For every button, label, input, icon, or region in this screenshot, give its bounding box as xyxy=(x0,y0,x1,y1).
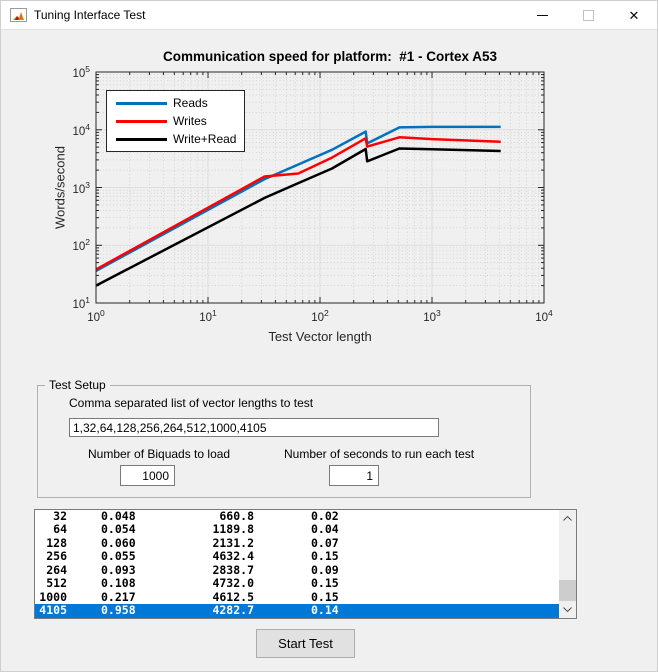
result-cell: 64 xyxy=(53,522,67,537)
result-row[interactable]: 4105 0.958 4282.7 0.14 xyxy=(35,603,559,618)
result-cell: 0.217 xyxy=(101,589,136,604)
results-rows: 32 0.048 660.8 0.02 64 0.054 1189.8 0.04… xyxy=(35,510,559,618)
result-cell: 0.04 xyxy=(311,522,339,537)
result-cell: 660.8 xyxy=(219,510,254,523)
result-cell: 0.055 xyxy=(101,549,136,564)
result-cell: 0.14 xyxy=(311,603,339,618)
maximize-icon xyxy=(582,9,594,21)
legend-line-sample xyxy=(116,137,167,141)
legend-label: Write+Read xyxy=(173,132,237,146)
legend-label: Writes xyxy=(173,114,207,128)
result-cell: 4105 xyxy=(39,603,67,618)
plot-area xyxy=(95,71,545,304)
result-row[interactable]: 264 0.093 2838.7 0.09 xyxy=(35,562,559,577)
y-tick-label: 103 xyxy=(72,179,90,196)
scroll-down-button[interactable] xyxy=(559,601,576,618)
window-title: Tuning Interface Test xyxy=(34,8,146,22)
scroll-up-icon xyxy=(563,516,572,521)
vector-list-input[interactable] xyxy=(69,418,439,437)
result-cell: 2838.7 xyxy=(212,562,254,577)
maximize-button[interactable] xyxy=(565,1,611,29)
x-tick-label: 103 xyxy=(423,308,441,324)
scrollbar-thumb[interactable] xyxy=(559,580,576,601)
legend-item: Reads xyxy=(107,94,244,112)
result-cell: 1000 xyxy=(39,589,67,604)
result-row[interactable]: 32 0.048 660.8 0.02 xyxy=(35,510,559,523)
result-row[interactable]: 128 0.060 2131.2 0.07 xyxy=(35,535,559,550)
matlab-logo-icon xyxy=(13,12,24,20)
result-cell: 0.07 xyxy=(311,535,339,550)
y-tick-label: 104 xyxy=(72,121,90,138)
x-tick-label: 100 xyxy=(87,308,105,324)
title-bar: Tuning Interface Test ✕ xyxy=(1,1,657,30)
legend-item: Write+Read xyxy=(107,130,244,148)
y-tick-label: 102 xyxy=(72,237,90,254)
result-cell: 1189.8 xyxy=(212,522,254,537)
result-cell: 0.15 xyxy=(311,589,339,604)
result-cell: 512 xyxy=(46,576,67,591)
x-axis-label: Test Vector length xyxy=(268,329,372,344)
result-cell: 2131.2 xyxy=(212,535,254,550)
result-row[interactable]: 1000 0.217 4612.5 0.15 xyxy=(35,589,559,604)
result-cell: 0.15 xyxy=(311,549,339,564)
y-tick-label: 101 xyxy=(72,295,90,311)
seconds-label: Number of seconds to run each test xyxy=(284,447,475,461)
chart-title: Communication speed for platform: #1 - C… xyxy=(162,49,498,64)
matlab-app-icon xyxy=(10,8,27,22)
legend-line-sample xyxy=(116,119,167,123)
speed-chart: Communication speed for platform: #1 - C… xyxy=(1,29,657,377)
minimize-icon xyxy=(536,14,548,16)
result-cell: 0.958 xyxy=(101,603,136,618)
close-button[interactable]: ✕ xyxy=(611,1,657,29)
result-row[interactable]: 64 0.054 1189.8 0.04 xyxy=(35,523,559,536)
result-cell: 0.048 xyxy=(101,510,136,523)
x-tick-label: 101 xyxy=(199,308,217,324)
result-row[interactable]: 256 0.055 4632.4 0.15 xyxy=(35,550,559,563)
result-cell: 0.060 xyxy=(101,535,136,550)
x-tick-label: 104 xyxy=(535,308,553,324)
legend-label: Reads xyxy=(173,96,208,110)
result-cell: 0.054 xyxy=(101,522,136,537)
biquads-input[interactable] xyxy=(120,465,175,486)
x-tick-label: 102 xyxy=(311,308,329,324)
test-setup-panel: Test Setup Comma separated list of vecto… xyxy=(37,378,531,498)
result-cell: 4282.7 xyxy=(212,603,254,618)
chart-legend: Reads Writes Write+Read xyxy=(106,90,245,152)
result-cell: 0.093 xyxy=(101,562,136,577)
biquads-label: Number of Biquads to load xyxy=(88,447,231,461)
start-test-button[interactable]: Start Test xyxy=(256,629,355,658)
result-cell: 256 xyxy=(46,549,67,564)
y-tick-label: 105 xyxy=(72,64,90,80)
result-cell: 32 xyxy=(53,510,67,523)
vector-list-label: Comma separated list of vector lengths t… xyxy=(69,396,314,410)
y-axis-label: Words/second xyxy=(52,146,68,229)
legend-item: Writes xyxy=(107,112,244,130)
test-setup-panel-label: Test Setup xyxy=(45,378,110,392)
result-cell: 0.108 xyxy=(101,576,136,591)
seconds-input[interactable] xyxy=(329,465,379,486)
scroll-down-icon xyxy=(563,607,572,612)
results-listbox[interactable]: 32 0.048 660.8 0.02 64 0.054 1189.8 0.04… xyxy=(34,509,577,619)
minimize-button[interactable] xyxy=(519,1,565,29)
result-cell: 0.09 xyxy=(311,562,339,577)
result-cell: 0.02 xyxy=(311,510,339,523)
result-cell: 4632.4 xyxy=(212,549,254,564)
legend-line-sample xyxy=(116,101,167,105)
close-icon: ✕ xyxy=(628,7,640,23)
window-controls: ✕ xyxy=(519,1,657,29)
result-cell: 264 xyxy=(46,562,67,577)
result-cell: 4612.5 xyxy=(212,589,254,604)
result-cell: 4732.0 xyxy=(212,576,254,591)
result-row[interactable]: 512 0.108 4732.0 0.15 xyxy=(35,577,559,590)
scroll-up-button[interactable] xyxy=(559,510,576,527)
results-scrollbar[interactable] xyxy=(559,510,576,618)
result-cell: 0.15 xyxy=(311,576,339,591)
result-cell: 128 xyxy=(46,535,67,550)
